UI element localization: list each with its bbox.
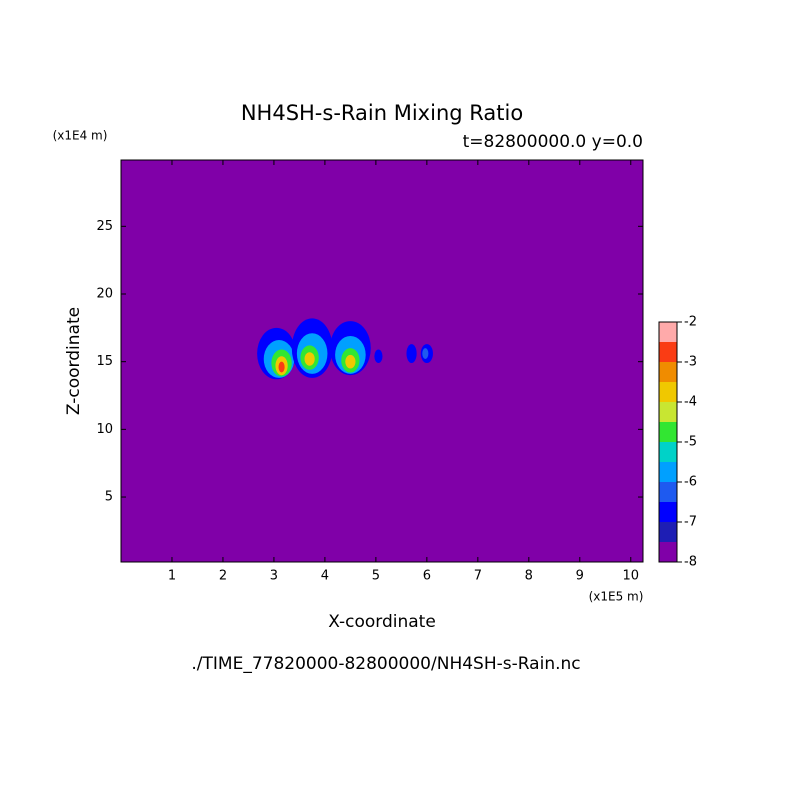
chart-title: NH4SH-s-Rain Mixing Ratio bbox=[241, 101, 523, 125]
contour-region bbox=[304, 352, 315, 366]
y-tick-label: 15 bbox=[96, 354, 113, 369]
x-tick-label: 5 bbox=[372, 569, 380, 584]
y-tick-label: 20 bbox=[96, 287, 113, 302]
colorbar-band bbox=[659, 322, 677, 342]
colorbar-band bbox=[659, 462, 677, 482]
y-tick-label: 10 bbox=[96, 422, 113, 437]
x-unit: (x1E5 m) bbox=[589, 590, 644, 604]
colorbar-band bbox=[659, 442, 677, 462]
x-axis-label: X-coordinate bbox=[328, 612, 436, 632]
colorbar-tick-label: -5 bbox=[684, 435, 697, 450]
colorbar-band bbox=[659, 402, 677, 422]
contour-background bbox=[121, 160, 643, 562]
colorbar-tick-label: -7 bbox=[684, 515, 697, 530]
colorbar-band bbox=[659, 362, 677, 382]
x-tick-label: 2 bbox=[219, 569, 227, 584]
x-tick-label: 4 bbox=[321, 569, 329, 584]
plot-frame bbox=[120, 159, 644, 563]
colorbar-band bbox=[659, 342, 677, 362]
colorbar-band bbox=[659, 422, 677, 442]
contour-region bbox=[345, 354, 356, 369]
x-tick-label: 7 bbox=[474, 569, 482, 584]
colorbar-tick-label: -8 bbox=[684, 555, 697, 570]
x-tick-label: 3 bbox=[270, 569, 278, 584]
footer: ./TIME_77820000-82800000/NH4SH-s-Rain.nc bbox=[191, 654, 580, 674]
y-tick-label: 25 bbox=[96, 219, 113, 234]
x-tick-label: 6 bbox=[423, 569, 431, 584]
colorbar-band bbox=[659, 482, 677, 502]
contour-region bbox=[406, 344, 417, 364]
x-tick-label: 10 bbox=[622, 569, 639, 584]
contour-region bbox=[422, 348, 429, 359]
colorbar-band bbox=[659, 382, 677, 402]
colorbar-tick-label: -4 bbox=[684, 395, 697, 410]
x-tick-label: 8 bbox=[525, 569, 533, 584]
y-tick-label: 5 bbox=[105, 490, 113, 505]
y-axis-label: Z-coordinate bbox=[64, 307, 84, 415]
contour-region bbox=[278, 361, 285, 373]
chart-subtitle: t=82800000.0 y=0.0 bbox=[463, 132, 643, 152]
colorbar-band bbox=[659, 502, 677, 522]
colorbar-tick-label: -2 bbox=[684, 315, 697, 330]
colorbar-band bbox=[659, 522, 677, 542]
colorbar-tick-label: -6 bbox=[684, 475, 697, 490]
contour-region bbox=[374, 349, 383, 364]
x-tick-label: 9 bbox=[576, 569, 584, 584]
y-unit: (x1E4 m) bbox=[53, 129, 108, 143]
x-tick-label: 1 bbox=[168, 569, 176, 584]
colorbar-band bbox=[659, 542, 677, 562]
colorbar-tick-label: -3 bbox=[684, 355, 697, 370]
